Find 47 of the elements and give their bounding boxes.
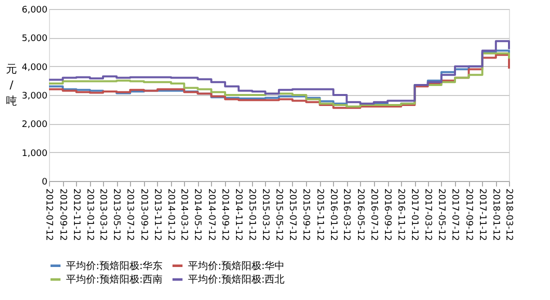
y-tick-label: 2,000: [22, 120, 48, 130]
x-tick-label: 2015-05-12: [273, 188, 284, 241]
x-tick-label: 2016-03-12: [341, 188, 352, 241]
y-tick-label: 4,000: [22, 62, 48, 73]
x-tick-label: 2013-05-12: [111, 188, 122, 241]
x-tick-label: 2012-11-12: [70, 188, 81, 241]
y-axis-title: 元/吨: [6, 62, 17, 108]
x-tick-label: 2013-11-12: [152, 188, 162, 241]
x-tick-label: 2016-07-12: [368, 188, 378, 241]
legend-label: 平均价:预焙阳极:华东: [66, 260, 163, 272]
x-tick-label: 2013-09-12: [138, 188, 148, 241]
x-tick-label: 2017-11-12: [476, 188, 487, 241]
x-tick-label: 2015-01-12: [246, 188, 257, 241]
x-tick-label: 2016-09-12: [382, 188, 392, 241]
x-tick-label: 2016-01-12: [328, 188, 338, 241]
x-tick-label: 2014-11-12: [233, 188, 244, 241]
x-tick-label: 2012-07-12: [44, 188, 54, 241]
x-tick-label: 2014-07-12: [206, 188, 216, 241]
x-tick-label: 2016-05-12: [354, 188, 365, 241]
x-tick-label: 2015-09-12: [300, 188, 311, 241]
x-tick-label: 2014-03-12: [178, 188, 189, 241]
y-tick-label: 1,000: [22, 148, 48, 159]
x-tick-label: 2014-05-12: [192, 188, 202, 241]
x-tick-label: 2013-01-12: [84, 188, 94, 241]
x-tick-label: 2017-03-12: [422, 188, 432, 241]
x-tick-label: 2014-01-12: [166, 188, 176, 241]
x-tick-label: 2017-07-12: [449, 188, 460, 241]
x-tick-label: 2018-01-12: [490, 188, 500, 241]
x-tick-label: 2017-01-12: [409, 188, 420, 241]
x-tick-label: 2017-09-12: [463, 188, 474, 241]
x-tick-label: 2013-03-12: [98, 188, 108, 241]
x-tick-label: 2012-09-12: [57, 188, 68, 241]
x-tick-label: 2014-09-12: [220, 188, 230, 241]
x-tick-label: 2015-11-12: [314, 188, 324, 241]
y-tick-label: 6,000: [22, 6, 48, 16]
x-tick-label: 2015-07-12: [286, 188, 297, 241]
x-tick-label: 2017-05-12: [436, 188, 446, 241]
x-tick-label: 2018-03-12: [504, 188, 514, 241]
x-tick-label: 2015-03-12: [260, 188, 270, 241]
x-tick-label: 2016-11-12: [396, 188, 406, 241]
legend-label: 平均价:预焙阳极:西北: [188, 274, 285, 286]
y-tick-label: 3,000: [22, 92, 48, 102]
legend-label: 平均价:预焙阳极:华中: [188, 260, 285, 272]
legend-label: 平均价:预焙阳极:西南: [66, 274, 163, 286]
x-tick-label: 2013-07-12: [124, 188, 135, 241]
y-tick-label: 0: [42, 178, 48, 188]
y-tick-label: 5,000: [22, 34, 48, 44]
